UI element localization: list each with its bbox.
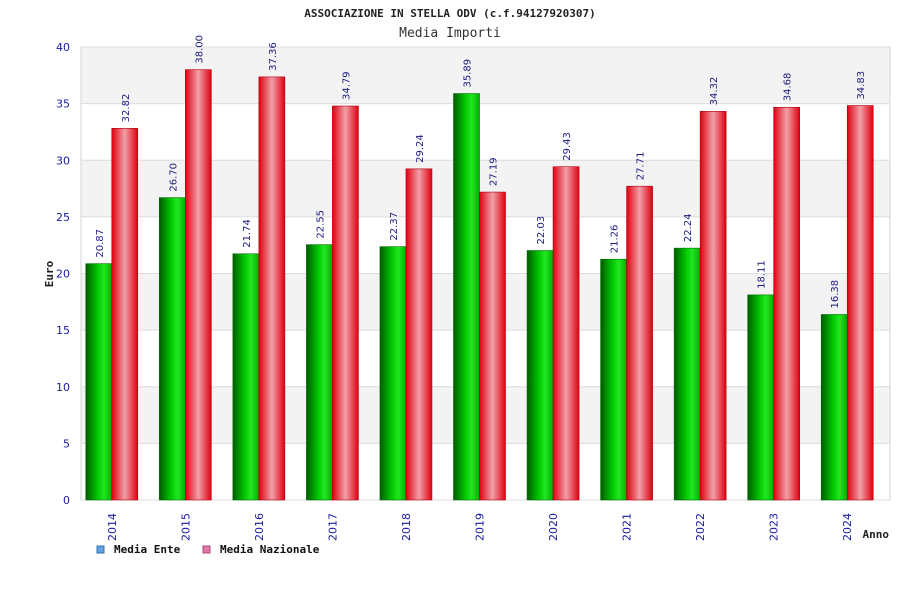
y-axis-ticks: 0 5 10 15 20 25 30 35 40 [56, 41, 70, 507]
value-label-media-nazionale-2018: 29.24 [415, 134, 426, 163]
bar-media-nazionale-2024 [846, 105, 874, 501]
bar-media-ente-2024 [820, 314, 848, 501]
legend: Media Ente Media Nazionale [96, 543, 320, 556]
bar-media-ente-2017 [306, 244, 333, 501]
x-tick-label-2018: 2018 [400, 513, 413, 541]
y-tick-label: 5 [63, 437, 70, 450]
bar-media-nazionale-2022 [699, 111, 727, 501]
bar-media-nazionale-2023 [773, 106, 800, 501]
legend-label-media-ente: Media Ente [114, 543, 181, 556]
y-tick-label: 20 [56, 268, 70, 281]
x-tick-label-2019: 2019 [474, 513, 487, 541]
value-label-media-ente-2015: 26.70 [168, 163, 179, 192]
x-axis-ticks: 2014 2015 2016 2017 2018 2019 2020 2021 2022 2023… [106, 513, 854, 541]
plot-band [81, 103, 890, 161]
y-tick-label: 10 [56, 381, 70, 394]
x-tick-label-2016: 2016 [253, 513, 266, 541]
legend-swatch-media-nazionale [202, 545, 211, 554]
x-tick-label-2014: 2014 [106, 513, 119, 541]
bar-media-nazionale-2021 [626, 185, 653, 501]
value-label-media-ente-2024: 16.38 [830, 280, 841, 309]
bar-media-ente-2019 [453, 93, 480, 501]
bar-media-nazionale-2020 [552, 166, 580, 501]
value-label-media-nazionale-2023: 34.68 [783, 73, 794, 102]
value-label-media-nazionale-2015: 38.00 [194, 35, 205, 64]
bar-media-ente-2023 [747, 294, 774, 501]
value-label-media-nazionale-2022: 34.32 [709, 77, 720, 106]
value-label-media-nazionale-2016: 37.36 [268, 42, 279, 71]
x-tick-label-2021: 2021 [621, 513, 634, 541]
value-label-media-ente-2016: 21.74 [242, 219, 253, 248]
bar-media-nazionale-2016 [258, 76, 286, 501]
value-label-media-ente-2021: 21.26 [610, 225, 621, 254]
x-tick-label-2024: 2024 [841, 513, 854, 541]
value-label-media-ente-2020: 22.03 [536, 216, 547, 245]
plot-band [81, 47, 890, 104]
bar-media-nazionale-2015 [185, 69, 212, 501]
x-tick-label-2015: 2015 [179, 513, 192, 541]
bar-media-ente-2018 [379, 246, 407, 501]
x-tick-label-2022: 2022 [694, 513, 707, 541]
bar-media-ente-2015 [159, 197, 186, 501]
chart-subtitle: Media Importi [399, 26, 501, 41]
value-labels: 20.87 32.82 26.70 38.00 21.74 37.36 22.55 34.79… [95, 35, 867, 308]
y-tick-label: 25 [56, 211, 70, 224]
value-label-media-nazionale-2019: 27.19 [489, 157, 500, 186]
bar-media-nazionale-2014 [111, 128, 139, 501]
bar-media-ente-2021 [600, 258, 627, 501]
value-label-media-ente-2017: 22.55 [315, 210, 326, 239]
x-tick-label-2017: 2017 [326, 513, 339, 541]
value-label-media-ente-2018: 22.37 [389, 212, 400, 241]
y-tick-label: 30 [56, 154, 70, 167]
x-axis-label: Anno [863, 528, 890, 541]
y-tick-label: 35 [56, 98, 70, 111]
value-label-media-nazionale-2014: 32.82 [121, 94, 132, 123]
bar-media-ente-2016 [232, 253, 260, 501]
legend-swatch-media-ente [96, 545, 105, 554]
value-label-media-nazionale-2017: 34.79 [341, 71, 352, 100]
x-tick-label-2020: 2020 [547, 513, 560, 541]
y-tick-label: 0 [63, 494, 70, 507]
y-axis-label: Euro [43, 260, 56, 287]
value-label-media-nazionale-2020: 29.43 [562, 132, 573, 161]
bar-media-ente-2020 [526, 250, 554, 501]
bar-media-nazionale-2017 [332, 105, 359, 501]
bar-media-nazionale-2018 [405, 168, 433, 501]
value-label-media-ente-2014: 20.87 [95, 229, 106, 258]
bar-media-ente-2014 [85, 263, 113, 501]
bars [85, 69, 874, 501]
value-label-media-ente-2019: 35.89 [463, 59, 474, 88]
value-label-media-nazionale-2024: 34.83 [856, 71, 867, 100]
value-label-media-ente-2023: 18.11 [757, 260, 768, 289]
y-tick-label: 15 [56, 324, 70, 337]
value-label-media-ente-2022: 22.24 [683, 213, 694, 242]
legend-label-media-nazionale: Media Nazionale [220, 543, 320, 556]
value-label-media-nazionale-2021: 27.71 [636, 152, 647, 181]
x-tick-label-2023: 2023 [768, 513, 781, 541]
chart-title: ASSOCIAZIONE IN STELLA ODV (c.f.94127920… [304, 7, 595, 20]
y-tick-label: 40 [56, 41, 70, 54]
bar-media-nazionale-2019 [479, 191, 506, 501]
bar-media-ente-2022 [673, 247, 701, 501]
